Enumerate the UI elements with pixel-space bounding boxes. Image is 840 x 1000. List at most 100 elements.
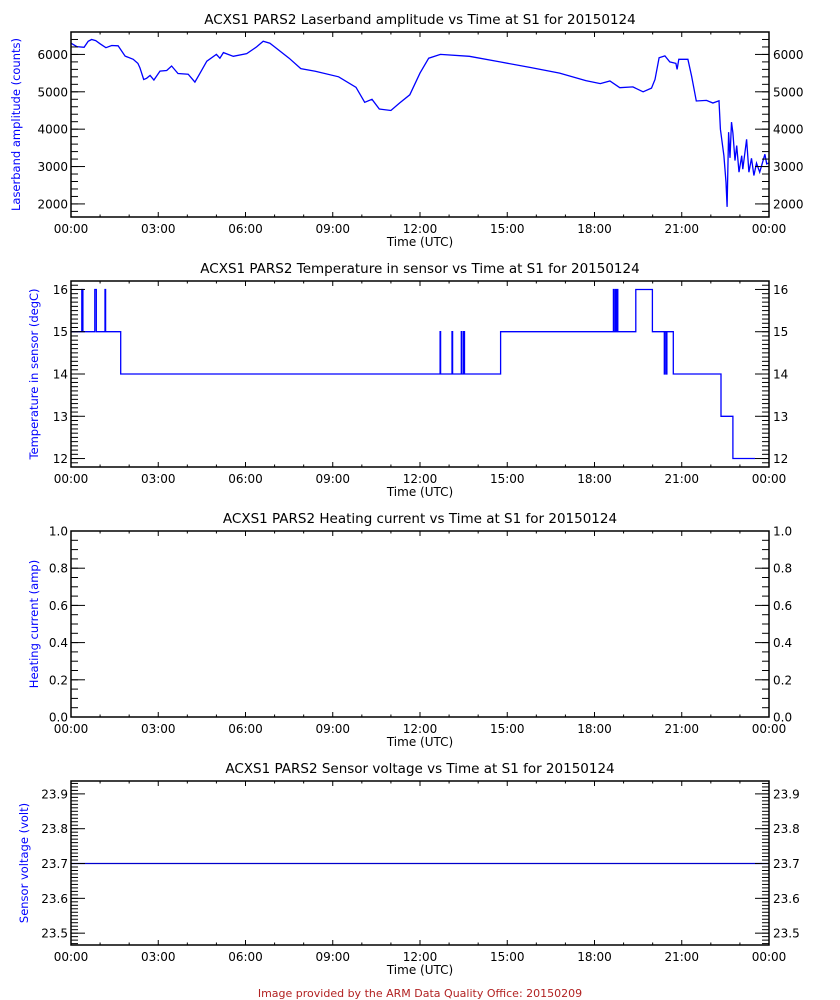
chart-title: ACXS1 PARS2 Temperature in sensor vs Tim… xyxy=(200,261,639,277)
x-tick-label: 06:00 xyxy=(228,472,263,486)
y-tick-label-left: 4000 xyxy=(37,123,68,137)
y-tick-label-left: 5000 xyxy=(37,85,68,99)
y-tick-label-right: 3000 xyxy=(773,160,804,174)
y-tick-label-right: 23.7 xyxy=(773,857,800,871)
y-tick-label-left: 1.0 xyxy=(49,525,68,539)
x-tick-label: 00:00 xyxy=(752,722,787,736)
x-tick-label: 09:00 xyxy=(315,722,350,736)
x-tick-label: 21:00 xyxy=(664,950,699,964)
x-tick-label: 12:00 xyxy=(403,222,438,236)
x-axis-label: Time (UTC) xyxy=(386,735,453,749)
y-tick-label-left: 2000 xyxy=(37,197,68,211)
plot-frame xyxy=(70,530,770,718)
x-tick-label: 00:00 xyxy=(54,950,89,964)
y-tick-label-right: 4000 xyxy=(773,123,804,137)
y-tick-label-left: 23.7 xyxy=(41,857,68,871)
y-tick-label-left: 0.2 xyxy=(49,673,68,687)
x-tick-label: 03:00 xyxy=(141,472,176,486)
x-tick-label: 15:00 xyxy=(490,722,525,736)
x-tick-label: 03:00 xyxy=(141,950,176,964)
y-tick-label-right: 23.5 xyxy=(773,927,800,941)
y-tick-label-left: 16 xyxy=(53,283,68,297)
y-tick-label-right: 15 xyxy=(773,325,788,339)
series-line-1 xyxy=(71,288,755,460)
y-tick-label-left: 0.8 xyxy=(49,562,68,576)
y-axis-label: Heating current (amp) xyxy=(27,560,41,688)
chart-panel-4: ACXS1 PARS2 Sensor voltage vs Time at S1… xyxy=(17,761,800,977)
y-tick-label-left: 0.6 xyxy=(49,599,68,613)
x-tick-label: 21:00 xyxy=(664,222,699,236)
y-tick-label-right: 14 xyxy=(773,368,788,382)
y-axis-label: Temperature in sensor (degC) xyxy=(27,288,41,460)
y-tick-label-right: 23.8 xyxy=(773,822,800,836)
x-tick-label: 12:00 xyxy=(403,722,438,736)
y-tick-label-right: 6000 xyxy=(773,48,804,62)
x-tick-label: 03:00 xyxy=(141,722,176,736)
y-tick-label-left: 23.9 xyxy=(41,787,68,801)
y-tick-label-left: 15 xyxy=(53,325,68,339)
x-tick-label: 12:00 xyxy=(403,472,438,486)
y-tick-label-left: 23.5 xyxy=(41,927,68,941)
x-tick-label: 15:00 xyxy=(490,950,525,964)
x-tick-label: 18:00 xyxy=(577,222,612,236)
x-tick-label: 06:00 xyxy=(228,950,263,964)
x-axis-label: Time (UTC) xyxy=(386,235,453,249)
y-tick-label-right: 16 xyxy=(773,283,788,297)
y-tick-label-left: 13 xyxy=(53,410,68,424)
x-axis-label: Time (UTC) xyxy=(386,485,453,499)
x-tick-label: 00:00 xyxy=(752,472,787,486)
chart-title: ACXS1 PARS2 Heating current vs Time at S… xyxy=(223,511,617,527)
x-tick-label: 12:00 xyxy=(403,950,438,964)
chart-panel-3: ACXS1 PARS2 Heating current vs Time at S… xyxy=(27,511,792,749)
x-tick-label: 21:00 xyxy=(664,472,699,486)
y-tick-label-left: 3000 xyxy=(37,160,68,174)
footer-credit: Image provided by the ARM Data Quality O… xyxy=(258,987,582,1000)
chart-title: ACXS1 PARS2 Sensor voltage vs Time at S1… xyxy=(225,761,614,777)
y-tick-label-right: 13 xyxy=(773,410,788,424)
y-tick-label-right: 0.8 xyxy=(773,562,792,576)
y-tick-label-right: 0.0 xyxy=(773,711,792,725)
x-tick-label: 03:00 xyxy=(141,222,176,236)
y-tick-label-left: 23.6 xyxy=(41,892,68,906)
y-tick-label-right: 1.0 xyxy=(773,525,792,539)
x-tick-label: 09:00 xyxy=(315,950,350,964)
x-tick-label: 09:00 xyxy=(315,472,350,486)
x-tick-label: 00:00 xyxy=(752,222,787,236)
chart-panel-2: ACXS1 PARS2 Temperature in sensor vs Tim… xyxy=(27,261,788,499)
x-tick-label: 15:00 xyxy=(490,222,525,236)
y-tick-label-left: 0.4 xyxy=(49,636,68,650)
y-tick-label-left: 6000 xyxy=(37,48,68,62)
y-tick-label-left: 0.0 xyxy=(49,711,68,725)
x-tick-label: 18:00 xyxy=(577,472,612,486)
y-tick-label-right: 2000 xyxy=(773,197,804,211)
y-axis-label: Laserband amplitude (counts) xyxy=(9,38,23,211)
x-tick-label: 00:00 xyxy=(54,722,89,736)
y-tick-label-right: 12 xyxy=(773,452,788,466)
y-tick-label-left: 23.8 xyxy=(41,822,68,836)
y-tick-label-right: 0.4 xyxy=(773,636,792,650)
x-tick-label: 06:00 xyxy=(228,222,263,236)
x-axis-label: Time (UTC) xyxy=(386,963,453,977)
x-tick-label: 15:00 xyxy=(490,472,525,486)
x-tick-label: 18:00 xyxy=(577,950,612,964)
x-tick-label: 09:00 xyxy=(315,222,350,236)
y-tick-label-left: 14 xyxy=(53,368,68,382)
y-tick-label-right: 5000 xyxy=(773,85,804,99)
x-tick-label: 06:00 xyxy=(228,722,263,736)
y-tick-label-right: 0.2 xyxy=(773,673,792,687)
x-tick-label: 00:00 xyxy=(54,472,89,486)
y-tick-label-right: 0.6 xyxy=(773,599,792,613)
y-axis-label: Sensor voltage (volt) xyxy=(17,803,31,923)
y-tick-label-right: 23.9 xyxy=(773,787,800,801)
x-tick-label: 00:00 xyxy=(54,222,89,236)
x-tick-label: 21:00 xyxy=(664,722,699,736)
chart-panel-1: ACXS1 PARS2 Laserband amplitude vs Time … xyxy=(9,12,804,249)
x-tick-label: 18:00 xyxy=(577,722,612,736)
chart-title: ACXS1 PARS2 Laserband amplitude vs Time … xyxy=(204,12,635,28)
y-tick-label-right: 23.6 xyxy=(773,892,800,906)
series-line-1 xyxy=(70,38,770,207)
x-tick-label: 00:00 xyxy=(752,950,787,964)
plot-frame xyxy=(70,31,770,218)
y-tick-label-left: 12 xyxy=(53,452,68,466)
